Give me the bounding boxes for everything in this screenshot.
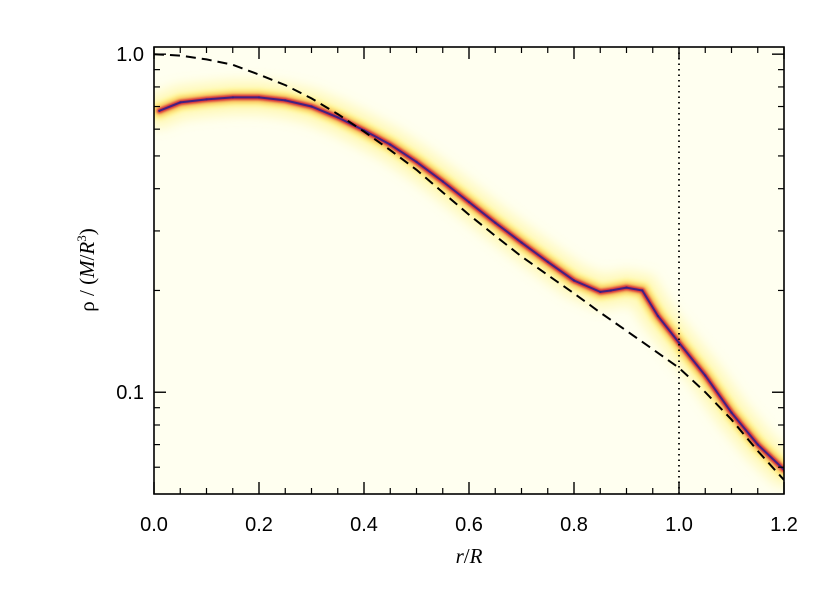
density-point	[641, 289, 644, 292]
x-axis-label-R: R	[469, 544, 483, 568]
x-axis-label-r: r	[456, 544, 465, 568]
density-point	[389, 143, 392, 146]
y-axis-label-R: R	[75, 242, 99, 256]
density-point	[520, 241, 523, 244]
y-axis-label-slash: /	[75, 254, 99, 260]
density-point	[656, 314, 660, 318]
y-tick-label: 0.1	[116, 382, 144, 404]
density-point	[677, 341, 681, 344]
y-axis-label-exponent: 3	[74, 235, 89, 242]
density-point	[205, 98, 208, 101]
density-point	[494, 221, 497, 224]
x-tick-label: 0.0	[140, 514, 168, 536]
density-point	[467, 200, 471, 204]
density-point	[756, 443, 759, 446]
x-tick-label: 0.4	[350, 514, 378, 536]
density-point	[609, 289, 612, 292]
x-axis-label-slash: /	[464, 544, 470, 568]
density-point	[625, 286, 628, 289]
density-point	[599, 290, 602, 294]
y-axis-label: ρ / (M/R3)	[74, 228, 99, 311]
x-tick-label: 1.0	[665, 514, 693, 536]
density-point	[158, 109, 161, 113]
plot-background	[154, 47, 784, 494]
x-axis-label: r/R	[456, 544, 483, 568]
x-tick-label: 0.6	[455, 514, 483, 536]
x-tick-label: 1.2	[770, 514, 798, 536]
x-tick-label: 0.2	[245, 514, 273, 536]
y-axis-label-rho: ρ / (	[75, 278, 99, 312]
density-point	[704, 374, 707, 377]
density-point	[441, 180, 444, 183]
density-point	[179, 101, 182, 104]
density-point	[231, 96, 234, 99]
x-tick-label: 0.8	[560, 514, 588, 536]
density-point	[257, 96, 261, 99]
reference-dashed-curve	[154, 53, 784, 481]
y-tick-label: 1.0	[116, 44, 144, 66]
y-axis-label-close: )	[75, 228, 99, 235]
density-point	[415, 160, 418, 164]
density-point	[284, 99, 287, 102]
density-point	[310, 105, 313, 108]
y-axis-label-M: M	[75, 259, 99, 279]
density-point	[336, 116, 339, 119]
density-point	[546, 260, 549, 264]
density-point	[572, 279, 576, 282]
density-point	[730, 411, 733, 414]
